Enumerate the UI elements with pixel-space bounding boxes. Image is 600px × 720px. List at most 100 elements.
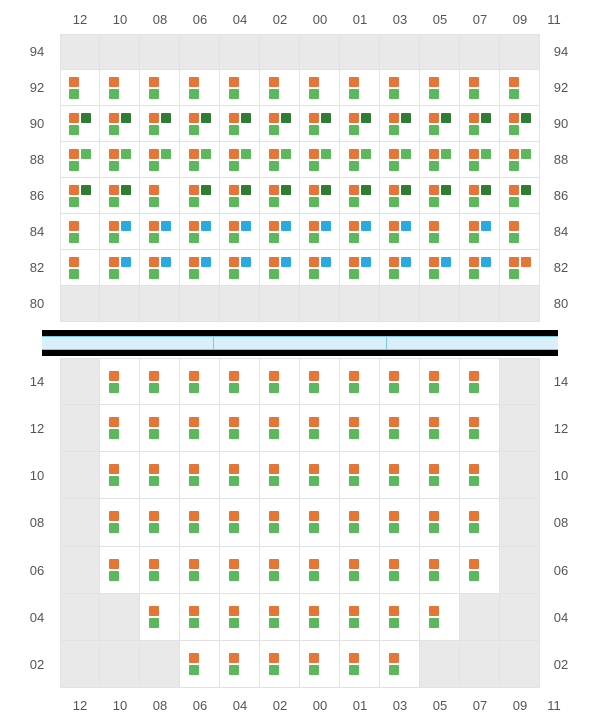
seat-cell[interactable] <box>340 106 380 141</box>
seat-cell[interactable] <box>380 178 420 213</box>
seat-cell[interactable] <box>380 250 420 285</box>
seat-cell[interactable] <box>60 214 100 249</box>
seat-cell[interactable] <box>220 641 260 687</box>
seat-cell[interactable] <box>340 405 380 451</box>
seat-cell[interactable] <box>260 214 300 249</box>
seat-cell[interactable] <box>180 358 220 404</box>
seat-cell[interactable] <box>140 358 180 404</box>
seat-cell[interactable] <box>340 142 380 177</box>
seat-cell[interactable] <box>420 405 460 451</box>
seat-cell[interactable] <box>300 178 340 213</box>
seat-cell[interactable] <box>180 142 220 177</box>
seat-cell[interactable] <box>500 178 540 213</box>
seat-cell[interactable] <box>140 70 180 105</box>
seat-cell[interactable] <box>460 106 500 141</box>
seat-cell[interactable] <box>100 178 140 213</box>
seat-cell[interactable] <box>260 142 300 177</box>
seat-cell[interactable] <box>220 142 260 177</box>
seat-cell[interactable] <box>180 547 220 593</box>
seat-cell[interactable] <box>140 499 180 545</box>
seat-cell[interactable] <box>420 594 460 640</box>
seat-cell[interactable] <box>460 547 500 593</box>
seat-cell[interactable] <box>460 358 500 404</box>
seat-cell[interactable] <box>340 250 380 285</box>
seat-cell[interactable] <box>460 452 500 498</box>
seat-cell[interactable] <box>380 70 420 105</box>
seat-cell[interactable] <box>180 405 220 451</box>
seat-cell[interactable] <box>300 405 340 451</box>
seat-cell[interactable] <box>260 641 300 687</box>
seat-cell[interactable] <box>100 214 140 249</box>
seat-cell[interactable] <box>380 106 420 141</box>
seat-cell[interactable] <box>180 641 220 687</box>
seat-cell[interactable] <box>380 142 420 177</box>
seat-cell[interactable] <box>300 547 340 593</box>
seat-cell[interactable] <box>100 547 140 593</box>
seat-cell[interactable] <box>340 178 380 213</box>
seat-cell[interactable] <box>300 214 340 249</box>
seat-cell[interactable] <box>460 214 500 249</box>
seat-cell[interactable] <box>140 405 180 451</box>
seat-cell[interactable] <box>60 250 100 285</box>
seat-cell[interactable] <box>180 452 220 498</box>
seat-cell[interactable] <box>420 214 460 249</box>
seat-cell[interactable] <box>140 594 180 640</box>
seat-cell[interactable] <box>180 594 220 640</box>
seat-cell[interactable] <box>260 178 300 213</box>
seat-cell[interactable] <box>260 358 300 404</box>
seat-cell[interactable] <box>300 594 340 640</box>
seat-cell[interactable] <box>180 214 220 249</box>
seat-cell[interactable] <box>220 358 260 404</box>
seat-cell[interactable] <box>340 547 380 593</box>
seat-cell[interactable] <box>380 405 420 451</box>
seat-cell[interactable] <box>420 499 460 545</box>
seat-cell[interactable] <box>100 452 140 498</box>
seat-cell[interactable] <box>300 358 340 404</box>
seat-cell[interactable] <box>460 499 500 545</box>
seat-cell[interactable] <box>180 70 220 105</box>
seat-cell[interactable] <box>260 499 300 545</box>
seat-cell[interactable] <box>460 70 500 105</box>
seat-cell[interactable] <box>340 594 380 640</box>
seat-cell[interactable] <box>300 499 340 545</box>
seat-cell[interactable] <box>420 70 460 105</box>
seat-cell[interactable] <box>300 142 340 177</box>
seat-cell[interactable] <box>60 178 100 213</box>
seat-cell[interactable] <box>180 250 220 285</box>
seat-cell[interactable] <box>60 142 100 177</box>
seat-cell[interactable] <box>340 358 380 404</box>
seat-cell[interactable] <box>220 547 260 593</box>
seat-cell[interactable] <box>260 106 300 141</box>
seat-cell[interactable] <box>460 178 500 213</box>
seat-cell[interactable] <box>300 250 340 285</box>
seat-cell[interactable] <box>100 106 140 141</box>
seat-cell[interactable] <box>500 106 540 141</box>
seat-cell[interactable] <box>260 547 300 593</box>
seat-cell[interactable] <box>140 142 180 177</box>
seat-cell[interactable] <box>460 142 500 177</box>
seat-cell[interactable] <box>100 142 140 177</box>
seat-cell[interactable] <box>500 214 540 249</box>
seat-cell[interactable] <box>300 452 340 498</box>
seat-cell[interactable] <box>380 214 420 249</box>
seat-cell[interactable] <box>500 70 540 105</box>
seat-cell[interactable] <box>220 106 260 141</box>
seat-cell[interactable] <box>300 70 340 105</box>
seat-cell[interactable] <box>100 358 140 404</box>
seat-cell[interactable] <box>420 547 460 593</box>
seat-cell[interactable] <box>60 70 100 105</box>
seat-cell[interactable] <box>60 106 100 141</box>
seat-cell[interactable] <box>260 405 300 451</box>
seat-cell[interactable] <box>460 250 500 285</box>
seat-cell[interactable] <box>220 70 260 105</box>
seat-cell[interactable] <box>260 70 300 105</box>
seat-cell[interactable] <box>420 178 460 213</box>
seat-cell[interactable] <box>340 641 380 687</box>
seat-cell[interactable] <box>140 250 180 285</box>
seat-cell[interactable] <box>420 452 460 498</box>
seat-cell[interactable] <box>260 250 300 285</box>
seat-cell[interactable] <box>180 178 220 213</box>
seat-cell[interactable] <box>380 452 420 498</box>
seat-cell[interactable] <box>220 405 260 451</box>
seat-cell[interactable] <box>380 547 420 593</box>
